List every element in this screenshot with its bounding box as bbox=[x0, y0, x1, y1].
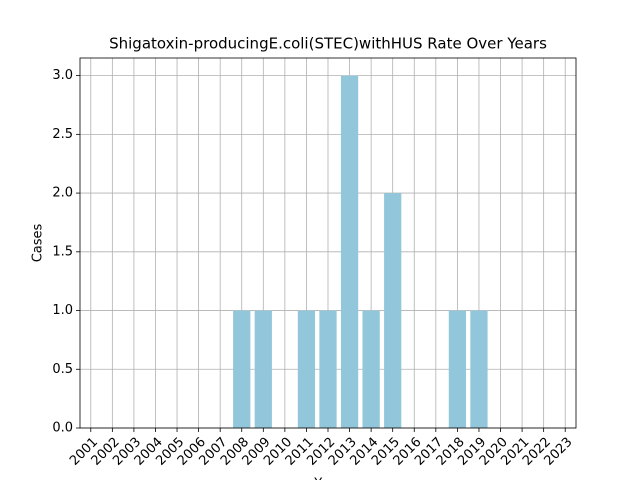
bar bbox=[297, 310, 316, 428]
y-tick-label: 0.5 bbox=[52, 362, 73, 377]
x-axis-label: Year bbox=[313, 477, 342, 480]
y-tick-label: 2.5 bbox=[52, 127, 73, 142]
y-tick-label: 3.0 bbox=[52, 68, 73, 83]
bar bbox=[448, 310, 467, 428]
bar bbox=[470, 310, 488, 428]
y-tick-label: 1.0 bbox=[52, 303, 73, 318]
bar bbox=[384, 193, 402, 428]
y-axis-label: Cases bbox=[31, 223, 46, 262]
bar bbox=[362, 310, 380, 428]
y-tick-label: 1.5 bbox=[52, 244, 73, 259]
y-tick-label: 2.0 bbox=[52, 186, 73, 201]
plot-frame bbox=[79, 57, 577, 429]
bar bbox=[254, 310, 272, 428]
bar bbox=[233, 310, 251, 428]
bar bbox=[319, 310, 337, 428]
chart-title: Shigatoxin-producingE.coli(STEC)withHUS … bbox=[109, 35, 547, 53]
bar bbox=[340, 75, 359, 428]
y-tick-label: 0.0 bbox=[52, 421, 73, 436]
